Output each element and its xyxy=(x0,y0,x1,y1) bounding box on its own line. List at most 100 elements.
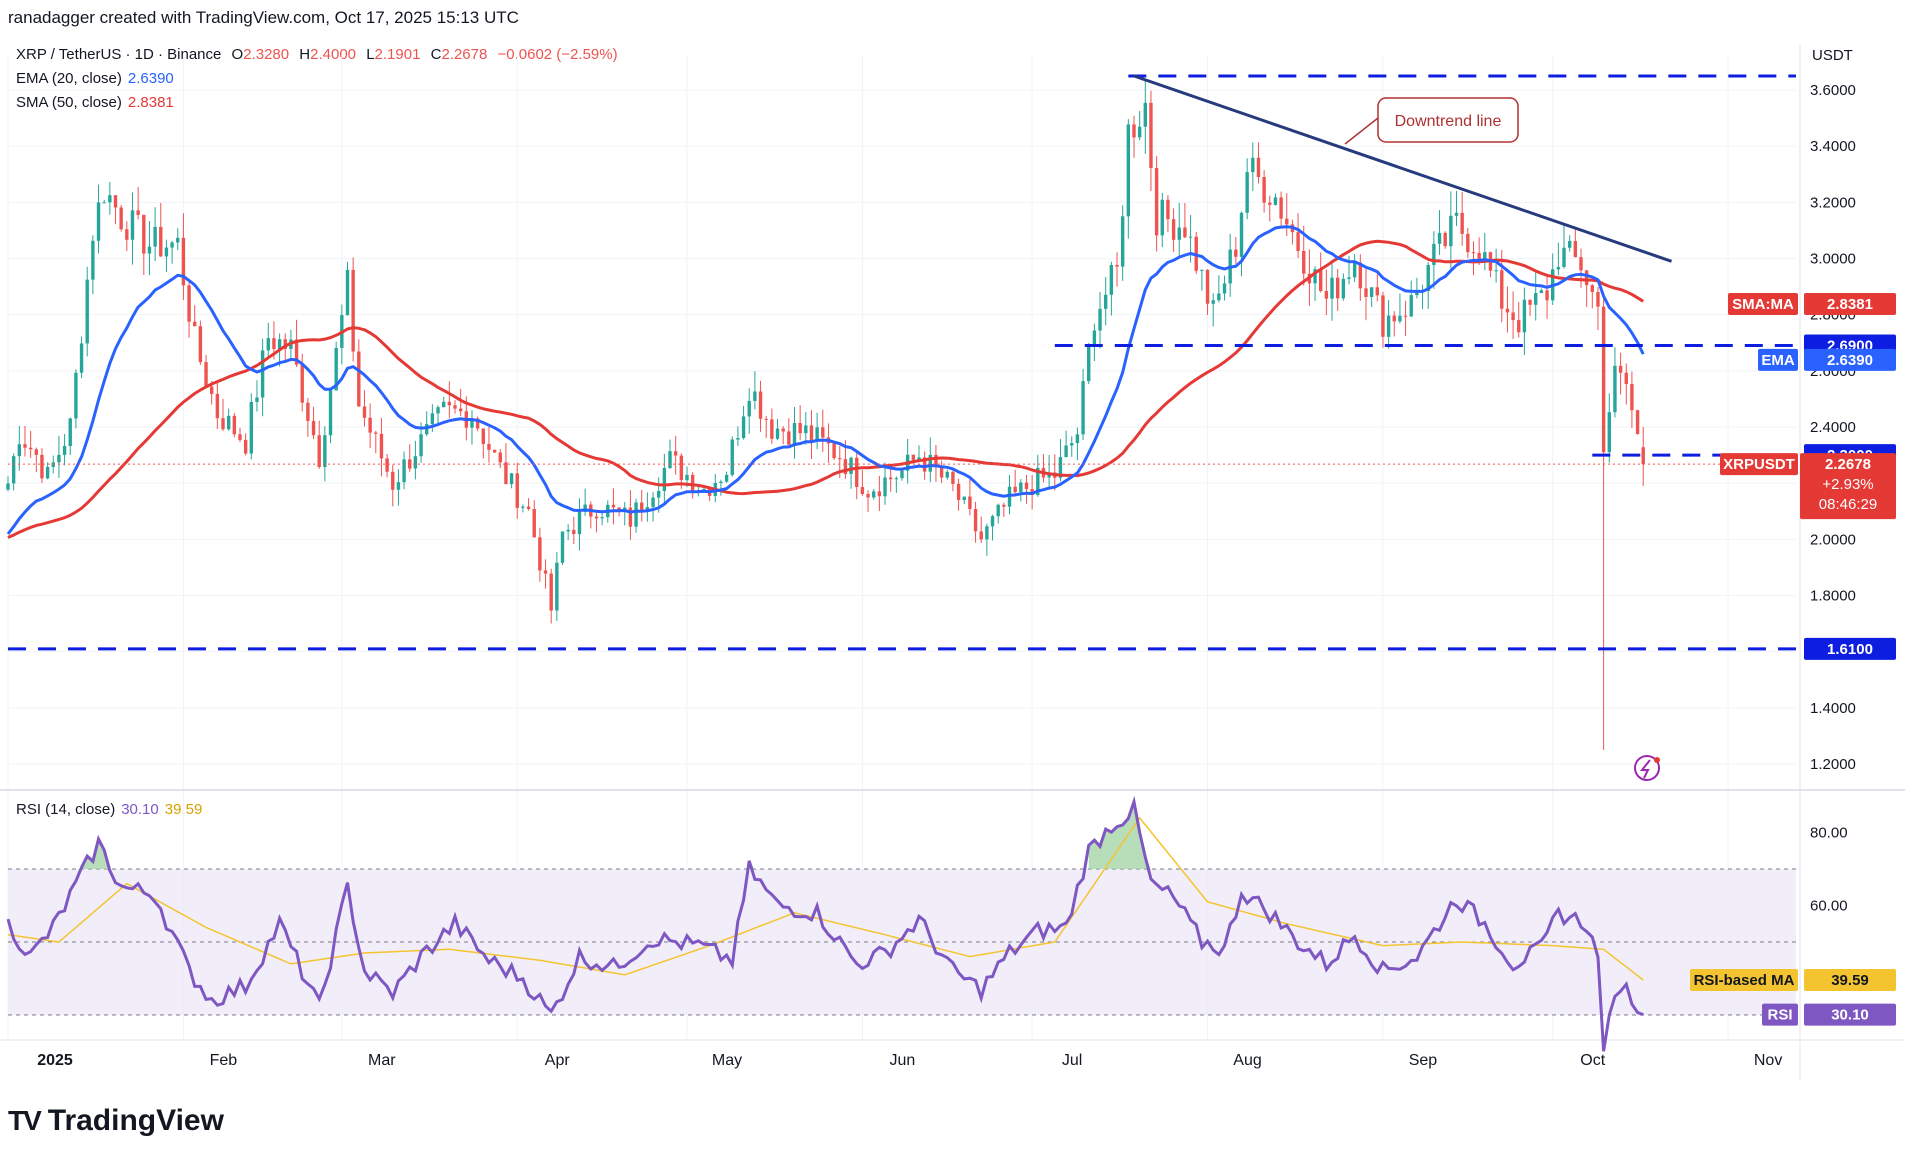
candle-body xyxy=(521,506,525,508)
candle-body xyxy=(1234,249,1238,257)
candle-body xyxy=(1528,299,1532,305)
high-label: H xyxy=(299,46,311,63)
candle-body xyxy=(996,504,1000,517)
rsi-ma-name-tag-bg xyxy=(1690,968,1798,991)
candle-body xyxy=(68,418,72,447)
candle-body xyxy=(1415,292,1419,296)
candle-body xyxy=(1115,265,1119,267)
candle-body xyxy=(928,454,932,472)
candle-body xyxy=(136,210,140,215)
time-axis-label: Nov xyxy=(1754,1052,1782,1069)
candle-body xyxy=(226,415,231,430)
candle-body xyxy=(470,418,474,428)
candle-body xyxy=(374,432,378,434)
candle-body xyxy=(1075,434,1080,444)
candle-body xyxy=(668,451,672,469)
ema-value-tag-bg xyxy=(1804,348,1896,371)
rsi-axis-tick: 80.00 xyxy=(1810,825,1848,842)
candle-body xyxy=(1545,290,1549,301)
candle-body xyxy=(1403,315,1408,317)
candle-body xyxy=(204,362,208,387)
candle-body xyxy=(1251,157,1255,173)
close-value: 2.2678 xyxy=(441,46,488,63)
symbol-legend[interactable]: XRP / TetherUS · 1D · Binance O2.3280 H2… xyxy=(16,46,618,63)
candle-body xyxy=(1024,482,1029,490)
candle-body xyxy=(1098,308,1102,331)
candle-body xyxy=(6,483,10,490)
candle-body xyxy=(419,434,423,457)
candle-body xyxy=(113,195,118,208)
candle-body xyxy=(1036,467,1040,495)
candle-body xyxy=(1358,262,1363,289)
time-axis-label: May xyxy=(712,1052,742,1069)
candle-body xyxy=(1534,293,1538,305)
candle-body xyxy=(1352,262,1357,278)
candle-body xyxy=(458,408,463,412)
candle-body xyxy=(11,456,16,484)
candle-body xyxy=(91,240,95,280)
price-axis-unit: USDT xyxy=(1812,47,1853,64)
lightning-dot xyxy=(1654,757,1660,763)
candle-body xyxy=(40,454,44,479)
rsi-value-tag: 30.10 xyxy=(1804,1003,1896,1026)
candle-body xyxy=(402,459,406,483)
ema-20-line xyxy=(6,225,1645,535)
candle-body xyxy=(968,496,972,510)
tradingview-logo[interactable]: ⁠TV TradingView xyxy=(8,1104,224,1138)
annotation-pointer xyxy=(1344,117,1379,145)
candle-body xyxy=(249,401,254,454)
symbol-name-tag: XRPUSDT xyxy=(1720,453,1798,476)
candle-body xyxy=(838,458,842,460)
last-price-value: 2.2678 xyxy=(1825,456,1871,473)
time-axis-label: Feb xyxy=(210,1052,238,1069)
candle-body xyxy=(792,423,797,445)
candle-body xyxy=(1437,232,1442,244)
sma-legend-value: 2.8381 xyxy=(127,94,174,111)
candle-body xyxy=(1302,250,1306,274)
candle-body xyxy=(1120,216,1125,267)
low-value: 2.1901 xyxy=(374,46,421,63)
candle-body xyxy=(538,537,542,571)
candle-body xyxy=(23,444,27,448)
candle-body xyxy=(685,474,689,481)
level-tag-1.61-text: 1.6100 xyxy=(1827,641,1873,658)
candle-body xyxy=(498,452,502,463)
price-axis-tick: 1.4000 xyxy=(1810,700,1856,717)
candle-body xyxy=(662,468,667,491)
candle-body xyxy=(549,573,553,611)
candle-body xyxy=(215,393,220,419)
candle-body xyxy=(1567,240,1572,248)
candle-body xyxy=(153,226,157,247)
candle-body xyxy=(1268,202,1272,205)
candle-body xyxy=(413,456,418,469)
ema-legend[interactable]: EMA (20, close) 2.6390 xyxy=(16,70,174,87)
candle-body xyxy=(164,247,169,257)
candle-body xyxy=(753,391,757,401)
rsi-legend-value: 30.10 xyxy=(121,801,159,818)
change-value: −0.0602 (−2.59%) xyxy=(497,46,618,63)
candle-body xyxy=(764,418,768,420)
candle-body xyxy=(79,343,84,373)
candle-body xyxy=(1166,199,1170,220)
candle-body xyxy=(34,449,38,455)
rsi-name-tag: RSI xyxy=(1762,1003,1798,1026)
candle-body xyxy=(300,364,304,403)
candle-body xyxy=(1562,247,1566,267)
candle-body xyxy=(572,529,576,535)
candle-body xyxy=(583,504,587,513)
candle-body xyxy=(1477,252,1481,262)
candle-body xyxy=(939,467,944,478)
rsi-ma-line xyxy=(7,816,1644,981)
candle-body xyxy=(1511,312,1515,321)
candle-body xyxy=(679,455,684,481)
candle-body xyxy=(673,451,678,456)
price-axis-tick: 1.2000 xyxy=(1810,756,1856,773)
candle-body xyxy=(1347,277,1351,279)
candle-body xyxy=(894,478,899,480)
rsi-axis-tick: 60.00 xyxy=(1810,898,1848,915)
candle-body xyxy=(193,321,197,327)
sma-legend[interactable]: SMA (50, close) 2.8381 xyxy=(16,94,174,111)
candle-body xyxy=(1584,270,1589,286)
candle-body xyxy=(741,416,746,439)
